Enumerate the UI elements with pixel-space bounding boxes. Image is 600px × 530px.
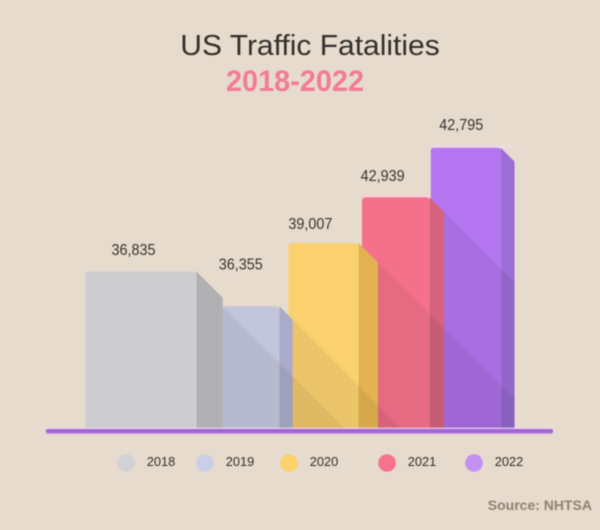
svg-text:Source: NHTSA: Source: NHTSA xyxy=(488,497,592,513)
svg-text:2020: 2020 xyxy=(310,454,339,469)
svg-text:42,939: 42,939 xyxy=(361,168,405,185)
svg-text:2018-2022: 2018-2022 xyxy=(226,65,364,98)
svg-text:39,007: 39,007 xyxy=(288,216,332,233)
svg-text:2019: 2019 xyxy=(226,454,255,469)
svg-text:36,835: 36,835 xyxy=(112,242,156,259)
svg-text:US Traffic Fatalities: US Traffic Fatalities xyxy=(180,30,439,62)
svg-text:2022: 2022 xyxy=(495,454,524,469)
svg-text:42,795: 42,795 xyxy=(439,117,483,134)
svg-text:2021: 2021 xyxy=(408,454,437,469)
svg-text:36,355: 36,355 xyxy=(219,256,263,273)
svg-text:2018: 2018 xyxy=(147,454,176,469)
